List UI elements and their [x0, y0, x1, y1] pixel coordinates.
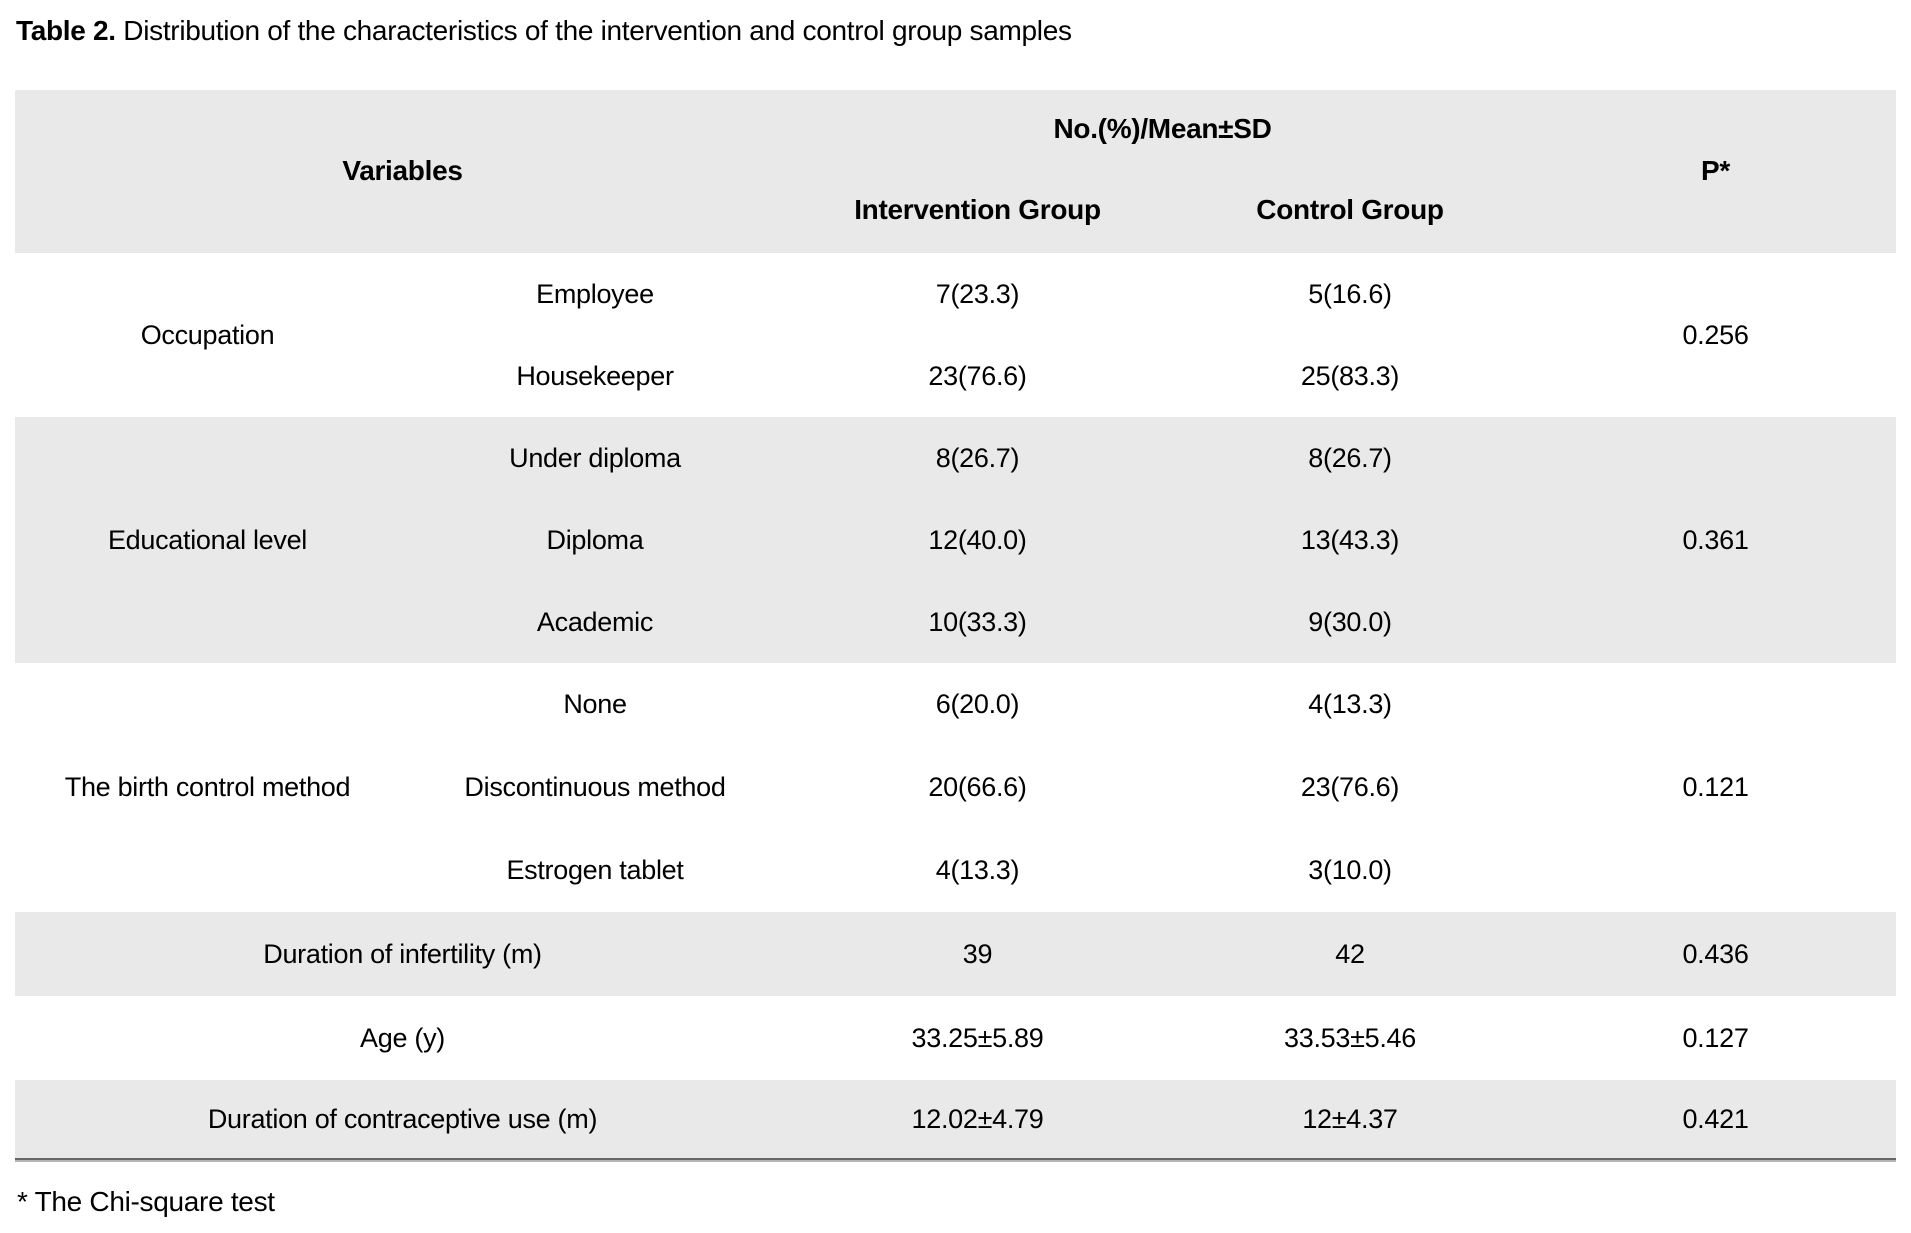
table-row: Diploma 12(40.0) 13(43.3): [15, 499, 1896, 581]
p-value-cell: 0.121: [1682, 772, 1749, 803]
p-value-cell: 0.436: [1535, 912, 1897, 996]
table-row: The birth control method None 6(20.0) 4(…: [15, 663, 1896, 802]
table-subheader-row: Intervention Group Control Group: [15, 168, 1896, 253]
control-value-cell: 23(76.6): [1300, 772, 1400, 803]
variable-label-cell: Educational level: [15, 417, 400, 663]
table-header-row: Variables No.(%)/Mean±SD P*: [15, 90, 1897, 253]
intervention-value-cell: 12(40.0): [790, 499, 1165, 581]
table-row: Duration of infertility (m) 39 42 0.436: [15, 912, 1897, 996]
table-row: Discontinuous method 20(66.6) 23(76.6): [15, 746, 1896, 829]
intervention-value-cell: 23(76.6): [928, 360, 1027, 391]
category-cell: Diploma: [400, 499, 790, 581]
p-value-cell: 0.127: [1682, 1022, 1749, 1053]
table-bottom-rule-light: [15, 1160, 1896, 1162]
variable-label-cell: Occupation: [140, 319, 275, 350]
category-cell: None: [563, 689, 627, 720]
category-cell: Employee: [536, 278, 654, 309]
header-measure: No.(%)/Mean±SD: [790, 90, 1536, 168]
variable-label-cell: Duration of contraceptive use (m): [15, 1080, 790, 1158]
table-caption-text: Distribution of the characteristics of t…: [115, 15, 1072, 46]
control-value-cell: 25(83.3): [1300, 360, 1400, 391]
table-row: Housekeeper 23(76.6) 25(83.3): [15, 335, 1896, 417]
table-bottom-rule-dark: [15, 1158, 1896, 1160]
category-cell: Under diploma: [400, 417, 790, 499]
control-value-cell: 13(43.3): [1165, 499, 1536, 581]
control-value-cell: 8(26.7): [1165, 417, 1536, 499]
header-p-value: P*: [1535, 90, 1897, 253]
intervention-value-cell: 4(13.3): [935, 855, 1020, 886]
header-variables: Variables: [15, 90, 790, 253]
table-row: Educational level Under diploma 8(26.7) …: [15, 417, 1897, 663]
intervention-value-cell: 39: [790, 912, 1165, 996]
table-caption: Table 2. Distribution of the characteris…: [16, 13, 1072, 48]
variable-label-cell: Age (y): [360, 1022, 445, 1053]
category-cell: Estrogen tablet: [506, 855, 684, 886]
category-cell: Discontinuous method: [464, 772, 726, 803]
p-value-cell: 0.421: [1535, 1080, 1897, 1158]
header-control-group: Control Group: [1165, 168, 1536, 253]
control-value-cell: 12±4.37: [1165, 1080, 1536, 1158]
control-value-cell: 5(16.6): [1308, 278, 1392, 309]
intervention-value-cell: 8(26.7): [790, 417, 1165, 499]
intervention-value-cell: 20(66.6): [928, 772, 1027, 803]
table-row: Occupation Employee 7(23.3) 5(16.6) 0.25…: [15, 253, 1896, 350]
control-value-cell: 9(30.0): [1165, 581, 1536, 663]
header-intervention-group: Intervention Group: [790, 168, 1165, 253]
intervention-value-cell: 33.25±5.89: [911, 1022, 1044, 1053]
variable-label-cell: The birth control method: [64, 772, 351, 803]
table-footnote: * The Chi-square test: [17, 1186, 275, 1217]
control-value-cell: 42: [1165, 912, 1536, 996]
control-value-cell: 33.53±5.46: [1284, 1022, 1416, 1053]
table-row: Duration of contraceptive use (m) 12.02±…: [15, 1080, 1897, 1158]
table-row: Academic 10(33.3) 9(30.0): [15, 581, 1896, 663]
table-caption-number: Table 2.: [16, 15, 116, 46]
p-value-cell: 0.361: [1535, 417, 1897, 663]
variable-label-cell: Duration of infertility (m): [15, 912, 790, 996]
intervention-value-cell: 10(33.3): [790, 581, 1165, 663]
characteristics-table: Variables No.(%)/Mean±SD P* Intervention…: [15, 90, 1897, 1158]
category-cell: Academic: [400, 581, 790, 663]
table-row: Age (y) 33.25±5.89 33.53±5.46 0.127: [15, 996, 1896, 1080]
p-value-cell: 0.256: [1682, 319, 1749, 350]
control-value-cell: 4(13.3): [1308, 689, 1392, 720]
table-row: Estrogen tablet 4(13.3) 3(10.0): [15, 829, 1896, 912]
intervention-value-cell: 6(20.0): [935, 689, 1020, 720]
control-value-cell: 3(10.0): [1308, 855, 1392, 886]
intervention-value-cell: 7(23.3): [935, 278, 1020, 309]
intervention-value-cell: 12.02±4.79: [790, 1080, 1165, 1158]
category-cell: Housekeeper: [516, 360, 674, 391]
